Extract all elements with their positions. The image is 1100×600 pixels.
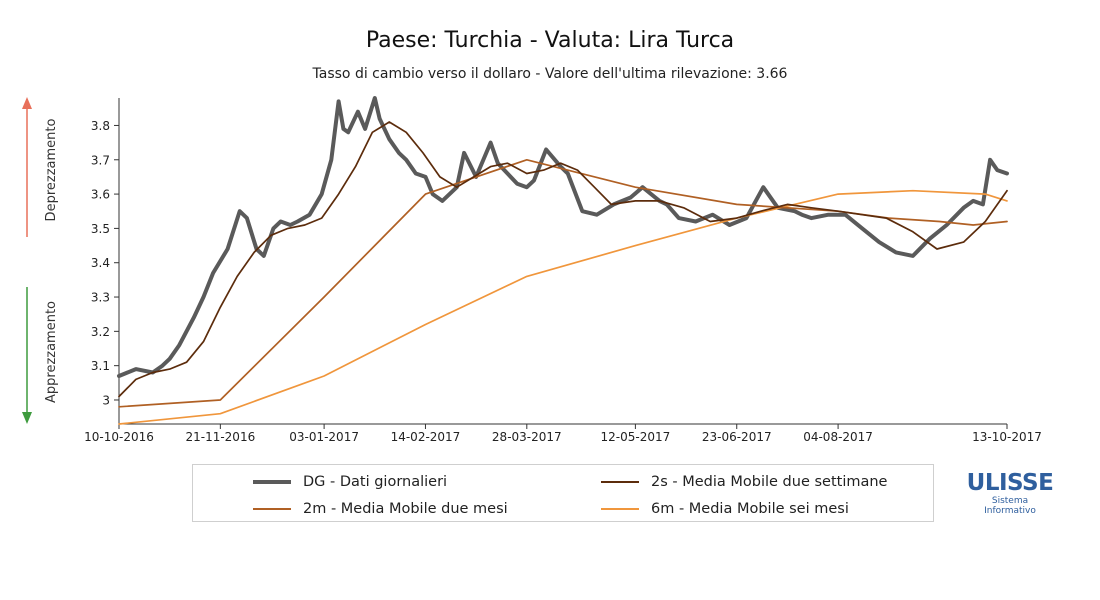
series-line-2 [118,158,1008,408]
appreciation-arrowhead [22,412,32,424]
legend-label-2m: 2m - Media Mobile due mesi [303,501,508,517]
x-tick-label: 28-03-2017 [492,430,562,444]
y-tick-label: 3.8 [91,119,110,133]
y-tick-label: 3.5 [91,222,110,236]
y-tick-label: 3.6 [91,188,110,202]
axes: 3 3.1 3.2 3.3 3.4 3.5 3.6 3.7 3.8 10-10-2016 21-11… [84,98,1042,444]
x-tick-label: 23-06-2017 [702,430,772,444]
logo-line-1: Sistema [991,496,1029,506]
series-lines [117,96,1009,425]
legend: DG - Dati giornalieri 2s - Media Mobile … [192,464,934,522]
legend-label-dg: DG - Dati giornalieri [303,474,448,490]
y-tick-label: 3.4 [91,256,110,270]
x-tick-label: 13-10-2017 [972,430,1042,444]
x-tick-label: 12-05-2017 [601,430,671,444]
y-tick-label: 3.3 [91,291,110,305]
side-labels: Deprezzamento Apprezzamento [22,97,59,424]
legend-swatch-2s [601,481,639,483]
legend-item-2m: 2m - Media Mobile due mesi [253,501,508,517]
y-tick-label: 3.1 [91,359,110,373]
legend-swatch-2m [253,508,291,510]
legend-item-dg: DG - Dati giornalieri [253,474,447,490]
legend-item-2s: 2s - Media Mobile due settimane [601,474,887,490]
series-line-1 [118,121,1008,398]
series-line-0 [117,96,1009,378]
x-tick-label: 21-11-2016 [185,430,255,444]
ulisse-logo: ULISSE Sistema Informativo [965,470,1055,516]
x-tick-label: 10-10-2016 [84,430,154,444]
y-tick-label: 3.2 [91,325,110,339]
series-line-3 [118,189,1008,425]
chart-subtitle: Tasso di cambio verso il dollaro - Valor… [312,66,788,82]
logo-line-2: Informativo [984,506,1036,516]
legend-swatch-6m [601,508,639,510]
y-tick-label: 3 [102,393,110,407]
logo-word: ULISSE [966,470,1054,496]
x-tick-label: 04-08-2017 [803,430,873,444]
y-tick-label: 3.7 [91,153,110,167]
legend-label-6m: 6m - Media Mobile sei mesi [651,501,849,517]
legend-swatch-dg [253,480,291,484]
legend-label-2s: 2s - Media Mobile due settimane [651,474,888,490]
depreciation-label: Deprezzamento [44,119,59,222]
x-tick-label: 14-02-2017 [391,430,461,444]
chart-title: Paese: Turchia - Valuta: Lira Turca [365,28,735,53]
legend-item-6m: 6m - Media Mobile sei mesi [601,501,849,517]
x-tick-label: 03-01-2017 [289,430,359,444]
appreciation-label: Apprezzamento [44,301,59,403]
depreciation-arrowhead [22,97,32,109]
